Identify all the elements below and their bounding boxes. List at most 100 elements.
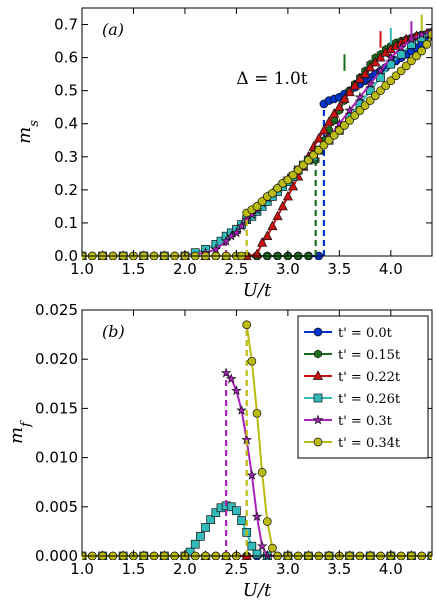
panel-label: (a)	[102, 20, 124, 39]
x-tick-label: 1.5	[122, 260, 146, 278]
data-point	[282, 190, 293, 201]
data-point	[334, 101, 345, 112]
data-point	[395, 42, 407, 53]
data-point	[313, 132, 324, 143]
panel-b: 1.0 1.5 2.0 2.5 3.0 3.5 4.0 0.000 0.005 0.010 0.01…	[6, 301, 433, 601]
data-point	[370, 56, 381, 67]
data-point	[246, 469, 258, 480]
data-point	[318, 124, 329, 135]
y-tick-label: 0.3	[54, 148, 78, 166]
y-tick-label: 0.7	[54, 16, 78, 34]
data-point	[416, 28, 427, 39]
data-point	[231, 385, 242, 396]
y-tick-label: 0.5	[54, 82, 78, 100]
data-point	[242, 320, 252, 330]
data-point	[252, 549, 262, 559]
data-point	[396, 49, 406, 59]
x-tick-label: 3.5	[327, 260, 351, 278]
plot-area	[82, 25, 432, 260]
y-tick-label: 0.1	[54, 214, 78, 232]
x-tick-label: 2.5	[224, 560, 248, 578]
annotation-delta: Δ = 1.0t	[236, 69, 307, 89]
data-point	[329, 108, 340, 118]
legend-marker	[312, 414, 324, 425]
y-tick-label: 0.025	[35, 301, 78, 319]
data-point	[364, 78, 376, 89]
y-tick-label: 0.6	[54, 49, 78, 67]
data-point	[262, 517, 272, 526]
data-point	[339, 93, 350, 103]
y-tick-label: 0.000	[35, 547, 78, 565]
legend-entry: t' = 0.0t	[338, 326, 393, 341]
data-point	[272, 210, 283, 221]
x-axis-label: U/t	[243, 280, 272, 301]
x-tick-label: 4.0	[379, 560, 403, 578]
x-tick-label: 3.5	[327, 560, 351, 578]
series-1	[82, 28, 432, 260]
y-tick-label: 0.005	[35, 498, 78, 516]
x-axis-label: U/t	[243, 580, 272, 601]
data-point	[257, 237, 268, 247]
data-point	[354, 91, 366, 102]
data-point	[375, 51, 386, 62]
legend-marker	[313, 393, 323, 403]
panel-a: 1.0 1.5 2.0 2.5 3.0 3.5 4.0 0.0 0.1 0.2 0.3 0.4 0.5 0…	[14, 7, 433, 301]
x-tick-label: 3.0	[276, 260, 300, 278]
series-3	[82, 28, 432, 260]
data-point	[190, 539, 200, 549]
data-point	[251, 511, 263, 522]
data-point	[375, 65, 386, 76]
legend-box	[297, 315, 429, 459]
data-point	[247, 356, 257, 366]
series-0	[82, 31, 432, 260]
data-point	[231, 227, 242, 238]
legend-entry: t' = 0.22t	[338, 370, 401, 385]
data-point	[354, 73, 366, 83]
data-point	[225, 373, 237, 384]
data-point	[196, 531, 205, 541]
data-point	[201, 523, 210, 532]
y-axis-label: ms	[14, 120, 42, 144]
data-point	[422, 40, 432, 49]
panel-label: (b)	[102, 322, 125, 341]
legend-marker	[313, 437, 323, 447]
x-tick-label: 4.0	[379, 260, 403, 278]
data-point	[344, 86, 355, 97]
data-point	[257, 468, 267, 477]
data-point	[267, 220, 278, 231]
y-axis-label: mf	[6, 420, 34, 444]
data-point	[206, 515, 216, 524]
y-tick-label: 0.2	[54, 181, 78, 199]
data-point	[427, 30, 432, 39]
data-point	[268, 543, 277, 553]
data-point	[406, 33, 417, 44]
data-point	[236, 220, 247, 231]
legend-entry: t' = 0.3t	[338, 414, 393, 429]
data-point	[210, 243, 222, 254]
x-tick-label: 3.0	[276, 560, 300, 578]
data-point	[237, 516, 246, 525]
data-point	[360, 68, 371, 78]
legend-entry: t' = 0.15t	[338, 348, 401, 363]
data-point	[385, 52, 397, 63]
x-tick-label: 2.5	[224, 260, 248, 278]
data-point	[211, 508, 221, 518]
x-tick-label: 2.0	[173, 260, 197, 278]
x-tick-label: 1.0	[70, 560, 94, 578]
data-point	[365, 61, 376, 72]
legend-entry: t' = 0.34t	[338, 436, 401, 451]
x-tick-label: 2.0	[173, 560, 197, 578]
data-point	[256, 540, 268, 551]
series-2	[82, 27, 432, 260]
data-point	[252, 408, 262, 418]
series-4	[82, 25, 432, 260]
legend-marker	[314, 349, 322, 359]
data-point	[323, 116, 335, 126]
legend: t' = 0.0t t' = 0.15t t' = 0.22t t' = 0.26t t…	[297, 315, 429, 459]
axes-frame	[81, 309, 433, 557]
y-tick-label: 0.015	[35, 399, 78, 417]
data-point	[262, 230, 273, 241]
y-tick-label: 0.0	[54, 247, 78, 265]
axes-frame	[81, 7, 433, 257]
